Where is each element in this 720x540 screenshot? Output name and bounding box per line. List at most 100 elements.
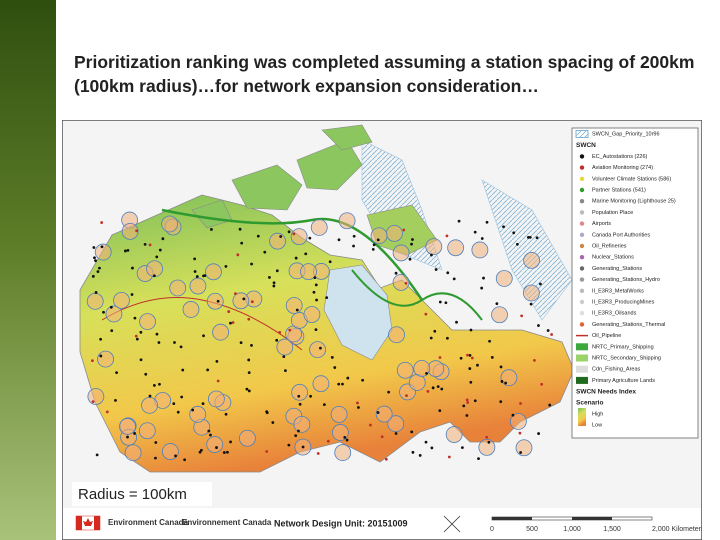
legend-label: Partner Stations (541) [592, 187, 646, 193]
station-dot [455, 320, 458, 324]
station-dot [550, 333, 554, 336]
station-dot [247, 371, 251, 375]
station-dot [231, 321, 235, 324]
station-dot [124, 249, 127, 253]
station-dot [476, 363, 479, 367]
priority-circle [447, 239, 465, 257]
priority-circle [303, 306, 321, 323]
station-dot [313, 276, 317, 280]
station-dot [326, 439, 330, 443]
legend-swatch [576, 354, 588, 362]
station-dot [405, 394, 408, 397]
station-dot [411, 450, 415, 454]
station-dot [109, 305, 113, 309]
priority-circle [500, 369, 518, 387]
scale-label: 500 [526, 526, 538, 533]
station-dot [247, 389, 251, 393]
station-dot [135, 337, 139, 341]
station-dot [179, 345, 183, 349]
priority-circle [425, 238, 443, 256]
legend-label: SWCN [576, 142, 596, 149]
station-dot [499, 400, 503, 404]
priority-circle [189, 405, 207, 423]
station-dot [294, 434, 298, 438]
station-dot [352, 244, 355, 248]
station-dot [457, 219, 461, 223]
station-dot [343, 436, 347, 439]
station-dot [341, 382, 344, 386]
station-dot [292, 232, 296, 236]
legend-swatch [579, 266, 585, 271]
agency-en: Environment Canada [108, 518, 189, 527]
legend-label: Scenario [576, 400, 603, 407]
station-dot [240, 241, 244, 245]
priority-circle [139, 313, 156, 331]
priority-circle [392, 244, 410, 262]
station-dot [250, 343, 253, 347]
station-dot [361, 378, 365, 382]
station-dot [172, 402, 176, 406]
station-dot [369, 423, 372, 427]
station-dot [144, 372, 148, 376]
station-dot [176, 410, 180, 414]
priority-circle [509, 413, 527, 430]
priority-circle [387, 415, 405, 433]
station-dot [535, 236, 539, 240]
station-dot [519, 402, 522, 405]
station-dot [92, 246, 96, 249]
station-dot [110, 329, 114, 333]
station-dot [287, 230, 291, 234]
station-dot [469, 328, 473, 332]
priority-circle [124, 444, 142, 462]
radius-annotation: Radius = 100km [78, 486, 187, 503]
legend-swatch [579, 187, 585, 193]
priority-circle [495, 270, 513, 287]
station-dot [487, 440, 491, 444]
legend-swatch [576, 343, 588, 351]
priority-circle [523, 251, 541, 269]
priority-circle [113, 291, 130, 309]
unit-label: Network Design Unit: 20151009 [274, 518, 408, 528]
legend-label: SWCN_Gap_Priority_10r96 [592, 131, 660, 137]
station-dot [526, 235, 530, 239]
station-dot [308, 236, 312, 240]
station-dot [148, 394, 152, 398]
station-dot [282, 355, 286, 359]
station-dot [114, 398, 117, 402]
priority-circle [141, 396, 158, 414]
scale-segment [572, 517, 612, 520]
legend-swatch [576, 365, 588, 373]
station-dot [183, 458, 187, 462]
station-dot [256, 234, 260, 238]
legend-swatch [579, 288, 585, 293]
station-dot [380, 435, 384, 439]
legend-label: Volunteer Climate Stations (586) [592, 176, 671, 182]
station-dot [485, 435, 489, 439]
priority-circle [445, 426, 463, 443]
station-dot [468, 367, 472, 370]
station-dot [268, 276, 271, 279]
station-dot [133, 316, 137, 320]
station-dot [319, 346, 322, 350]
priority-circle [105, 305, 123, 323]
station-dot [309, 394, 312, 398]
station-dot [444, 301, 448, 305]
station-dot [126, 435, 129, 439]
legend-label: SWCN Needs Index [576, 388, 636, 395]
legend-swatch [579, 277, 585, 282]
station-dot [519, 451, 523, 454]
station-dot [236, 253, 240, 257]
priority-circle [212, 323, 230, 341]
station-dot [94, 291, 98, 294]
footer [63, 508, 701, 539]
station-dot [154, 441, 158, 444]
station-dot [387, 390, 391, 394]
station-dot [404, 281, 408, 285]
station-dot [346, 376, 350, 380]
station-dot [238, 227, 242, 231]
station-dot [345, 438, 349, 442]
station-dot [297, 394, 301, 398]
station-dot [294, 256, 298, 260]
legend-swatch [579, 154, 585, 159]
priority-circle [206, 436, 224, 453]
